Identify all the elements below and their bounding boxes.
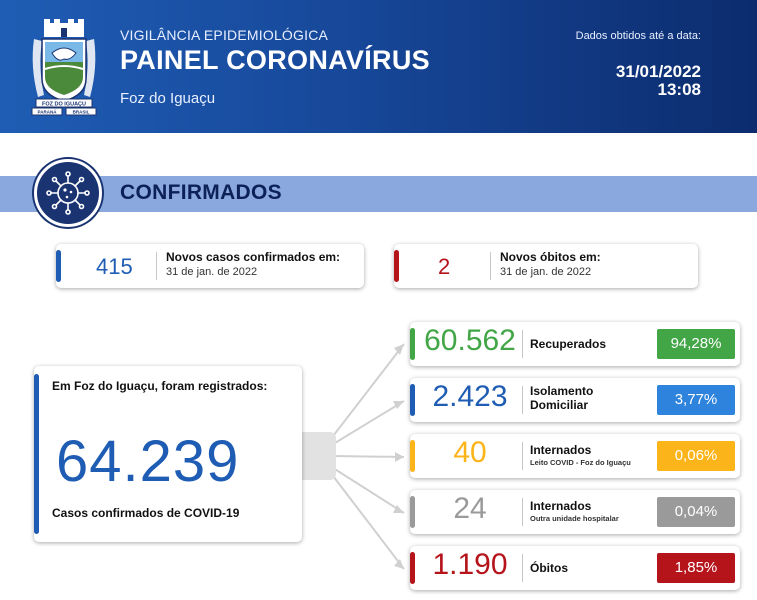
header-supertitle: VIGILÂNCIA EPIDEMIOLÓGICA	[120, 27, 329, 43]
card-accent	[410, 384, 415, 416]
stat-sublabel: Outra unidade hospitalar	[530, 514, 619, 523]
stat-label: Internados	[530, 499, 592, 513]
stat-label: Óbitos	[530, 561, 568, 575]
stat-sublabel: Leito COVID - Foz do Iguaçu	[530, 458, 631, 467]
stat-value: 24	[453, 492, 487, 525]
card-divider	[490, 252, 491, 280]
new-deaths-card: 2 Novos óbitos em: 31 de jan. de 2022	[394, 244, 698, 288]
virus-icon	[34, 159, 102, 227]
stat-hospitalized-local-card: 40 Internados Leito COVID - Foz do Iguaç…	[410, 434, 740, 478]
card-accent	[410, 496, 415, 528]
card-accent	[56, 250, 61, 282]
card-accent	[34, 374, 39, 534]
new-cases-date: 31 de jan. de 2022	[166, 266, 258, 278]
stat-hospitalized-other-card: 24 Internados Outra unidade hospitalar 0…	[410, 490, 740, 534]
card-accent	[410, 328, 415, 360]
total-caption: Casos confirmados de COVID-19	[52, 506, 240, 520]
svg-text:FOZ DO IGUAÇU: FOZ DO IGUAÇU	[42, 102, 86, 108]
update-time: 13:08	[657, 80, 701, 99]
card-divider	[522, 442, 523, 470]
header-banner: FOZ DO IGUAÇU PARANÁ BRASIL VIGILÂNCIA E…	[0, 0, 757, 133]
total-lead-text: Em Foz do Iguaçu, foram registrados:	[52, 379, 268, 393]
card-accent	[410, 440, 415, 472]
date-label: Dados obtidos até a data:	[575, 30, 701, 42]
stat-percent-badge: 0,06%	[657, 441, 735, 471]
card-accent	[394, 250, 399, 282]
stat-home-isolation-card: 2.423 Isolamento Domiciliar 3,77%	[410, 378, 740, 422]
stat-value: 60.562	[424, 324, 516, 357]
section-band	[0, 176, 757, 212]
card-divider	[522, 386, 523, 414]
card-divider	[522, 498, 523, 526]
stat-percent-badge: 3,77%	[657, 385, 735, 415]
stat-label: Recuperados	[530, 337, 607, 351]
stat-label: Isolamento Domiciliar	[530, 384, 594, 412]
card-divider	[522, 330, 523, 358]
city-name: Foz do Iguaçu	[120, 90, 216, 107]
stat-percent-badge: 0,04%	[657, 497, 735, 527]
section-title: CONFIRMADOS	[120, 181, 282, 204]
city-crest-icon: FOZ DO IGUAÇU PARANÁ BRASIL	[31, 19, 97, 116]
card-divider	[156, 252, 157, 280]
connector-block	[298, 432, 336, 480]
new-deaths-value: 2	[438, 254, 451, 279]
stat-percent-badge: 1,85%	[657, 553, 735, 583]
stat-percent-badge: 94,28%	[657, 329, 735, 359]
total-cases-card: Em Foz do Iguaçu, foram registrados: 64.…	[34, 366, 302, 542]
stat-deaths-card: 1.190 Óbitos 1,85%	[410, 546, 740, 590]
page-title: PAINEL CORONAVÍRUS	[120, 45, 430, 75]
new-deaths-date: 31 de jan. de 2022	[500, 266, 592, 278]
svg-text:BRASIL: BRASIL	[73, 110, 90, 115]
card-divider	[522, 554, 523, 582]
new-cases-label: Novos casos confirmados em:	[166, 250, 341, 264]
new-deaths-label: Novos óbitos em:	[500, 250, 601, 264]
card-accent	[410, 552, 415, 584]
new-cases-card: 415 Novos casos confirmados em: 31 de ja…	[56, 244, 364, 288]
update-date: 31/01/2022	[615, 62, 701, 81]
stat-label: Internados	[530, 443, 592, 457]
new-cases-value: 415	[96, 254, 133, 279]
stat-value: 1.190	[432, 548, 508, 581]
svg-text:PARANÁ: PARANÁ	[38, 109, 58, 115]
stat-value: 40	[453, 436, 487, 469]
stat-value: 2.423	[432, 380, 508, 413]
stat-recovered-card: 60.562 Recuperados 94,28%	[410, 322, 740, 366]
total-cases-value: 64.239	[56, 429, 240, 494]
